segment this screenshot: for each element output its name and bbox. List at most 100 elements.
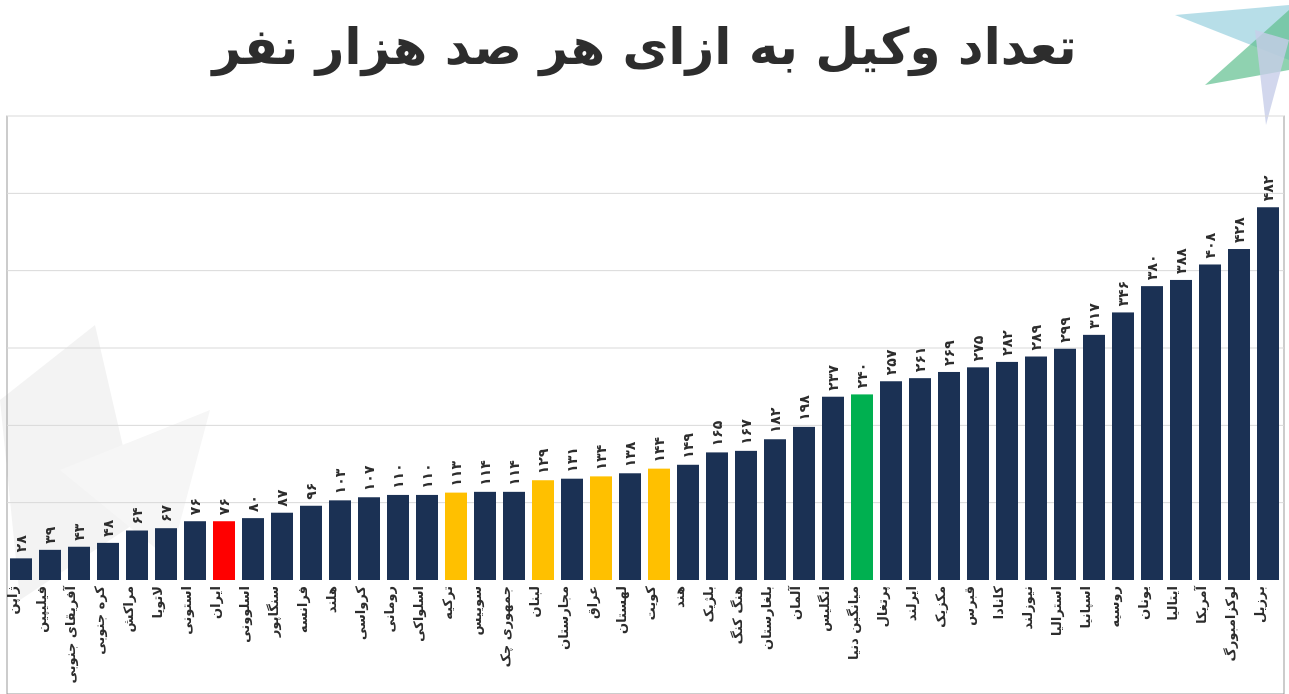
category-labels: ژاپن فیلیپین آفریقای جنوبی کره جنوبی مراکش لا…	[6, 585, 1268, 683]
value-label: ۲۸۲	[1000, 330, 1016, 356]
category-label: کره جنوبی	[93, 586, 108, 655]
bar	[155, 528, 177, 580]
value-label: ۱۱۰	[391, 463, 407, 489]
category-label: ایتالیا	[1166, 586, 1181, 621]
category-label: لبنان	[528, 586, 543, 617]
category-label: یونان	[1137, 586, 1152, 620]
value-label: ۱۴۹	[681, 433, 697, 459]
bar	[387, 494, 409, 580]
bar	[416, 494, 438, 580]
category-label: برزیل	[1253, 586, 1268, 623]
category-label: اسلوونی	[238, 586, 253, 643]
value-labels: ۲۸ ۳۹ ۴۳ ۴۸ ۶۴ ۶۷ ۷۶ ۷۶ ۸۰ ۸۷ ۹۶ ۱۰۳ ۱۰۷ ۱۱۰ ۱۱۰ ۱۱۳ ۱۱۴…	[14, 175, 1277, 552]
bar	[271, 512, 293, 580]
value-label: ۱۱۴	[478, 460, 494, 486]
value-label: ۲۶۹	[942, 340, 958, 366]
bar	[1083, 334, 1105, 580]
bar	[242, 518, 264, 580]
bar	[39, 549, 61, 580]
category-label: استونی	[180, 586, 195, 635]
bar	[1054, 348, 1076, 580]
category-label: هلند	[325, 586, 340, 613]
corner-logo-shape-3	[1255, 30, 1289, 125]
category-label: نیوزلند	[1021, 586, 1036, 630]
category-label: کانادا	[992, 586, 1007, 620]
category-label: لهستان	[615, 586, 630, 634]
category-label: آلمان	[787, 585, 804, 620]
bar	[706, 452, 728, 580]
bar	[822, 396, 844, 580]
bar	[10, 558, 32, 580]
bar	[880, 381, 902, 580]
value-label: ۱۳۱	[565, 447, 581, 473]
bar	[213, 521, 235, 580]
value-label: ۷۶	[188, 498, 204, 515]
bar	[851, 394, 873, 580]
bar	[561, 478, 583, 580]
category-label: فرانسه	[296, 586, 311, 633]
category-label: بلغارستان	[760, 586, 775, 650]
category-label: ترکیه	[441, 586, 456, 620]
category-label: فیلیپین	[35, 586, 50, 633]
value-label: ۱۰۳	[333, 468, 349, 494]
bar	[909, 378, 931, 580]
category-label: ژاپن	[6, 586, 21, 615]
category-label: لوکزامبورگ	[1222, 586, 1239, 661]
watermark-shape-2	[60, 410, 210, 560]
bar	[97, 542, 119, 580]
value-label: ۲۸۹	[1029, 324, 1045, 350]
bar	[996, 361, 1018, 580]
category-label: روسیه	[1108, 586, 1123, 628]
category-label: قبرس	[963, 586, 978, 626]
value-label: ۷۶	[217, 498, 233, 515]
category-label: هنگ کنگ	[730, 586, 746, 644]
category-label: اسلواکی	[412, 586, 427, 642]
bar	[1025, 356, 1047, 580]
category-label: پرتغال	[876, 586, 891, 627]
watermark-shape-1	[0, 325, 140, 600]
bar	[1112, 312, 1134, 580]
value-label: ۶۷	[159, 505, 175, 523]
value-label: ۳۴۶	[1116, 281, 1132, 307]
value-label: ۲۹۹	[1058, 317, 1074, 343]
value-label: ۱۳۴	[594, 444, 610, 470]
bar	[358, 497, 380, 580]
bars	[10, 207, 1279, 580]
value-label: ۲۷۵	[971, 335, 987, 361]
category-label: میانگین دنیا	[846, 586, 862, 660]
value-label: ۴۰۸	[1203, 232, 1219, 258]
value-label: ۸۷	[275, 489, 291, 507]
bar	[590, 476, 612, 580]
value-label: ۱۹۸	[797, 395, 813, 421]
value-label: ۱۲۹	[536, 448, 552, 474]
value-label: ۴۳	[72, 523, 88, 541]
bar	[1170, 279, 1192, 580]
bar	[967, 367, 989, 580]
bar	[126, 530, 148, 580]
value-label: ۴۸	[101, 519, 117, 537]
value-label: ۱۸۲	[768, 407, 784, 433]
bar	[764, 439, 786, 580]
value-label: ۱۶۵	[710, 420, 726, 446]
category-label: کویت	[644, 586, 659, 621]
value-label: ۱۳۸	[623, 441, 639, 467]
value-label: ۲۴۰	[855, 363, 871, 389]
bar	[184, 521, 206, 580]
bar	[648, 468, 670, 580]
category-label: عراق	[586, 586, 601, 619]
value-label: ۲۳۷	[826, 365, 842, 391]
value-label: ۱۱۳	[449, 461, 465, 487]
category-label: آفریقای جنوبی	[62, 585, 79, 683]
value-label: ۸۰	[246, 495, 262, 512]
value-label: ۲۸	[14, 535, 30, 553]
category-label: اسپانیا	[1079, 586, 1094, 629]
bar	[735, 450, 757, 580]
category-label: جمهوری چک	[499, 586, 514, 667]
category-label: رومانی	[383, 586, 398, 633]
bar	[793, 426, 815, 580]
value-label: ۳۸۸	[1174, 248, 1190, 274]
value-label: ۱۰۷	[362, 465, 378, 491]
value-label: ۲۵۷	[884, 349, 900, 375]
